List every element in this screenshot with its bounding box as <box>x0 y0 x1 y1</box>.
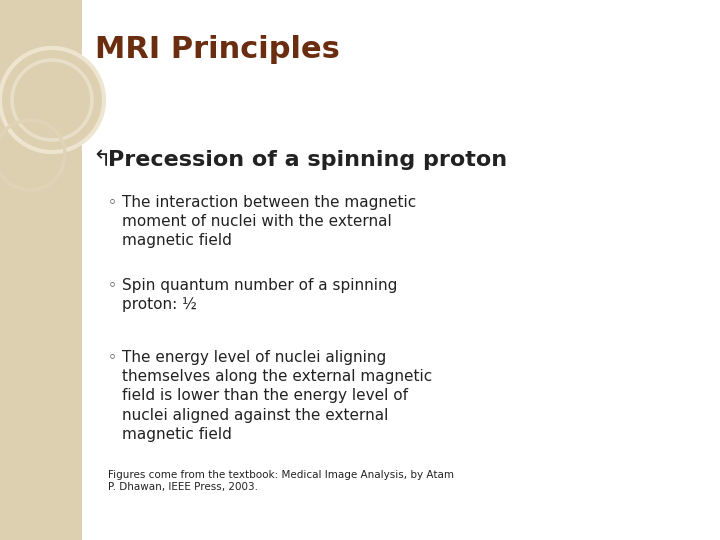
Text: The energy level of nuclei aligning
themselves along the external magnetic
field: The energy level of nuclei aligning them… <box>122 350 432 442</box>
Text: Figures come from the textbook: Medical Image Analysis, by Atam
P. Dhawan, IEEE : Figures come from the textbook: Medical … <box>108 470 454 492</box>
Text: ↰: ↰ <box>92 150 111 170</box>
Text: MRI Principles: MRI Principles <box>95 35 340 64</box>
Text: ◦: ◦ <box>108 350 117 365</box>
Text: ◦: ◦ <box>108 195 117 210</box>
Text: Precession of a spinning proton: Precession of a spinning proton <box>108 150 507 170</box>
Circle shape <box>0 48 104 152</box>
FancyBboxPatch shape <box>0 0 82 540</box>
Text: Spin quantum number of a spinning
proton: ½: Spin quantum number of a spinning proton… <box>122 278 397 312</box>
Circle shape <box>0 120 65 190</box>
Text: The interaction between the magnetic
moment of nuclei with the external
magnetic: The interaction between the magnetic mom… <box>122 195 416 248</box>
Text: ◦: ◦ <box>108 278 117 293</box>
